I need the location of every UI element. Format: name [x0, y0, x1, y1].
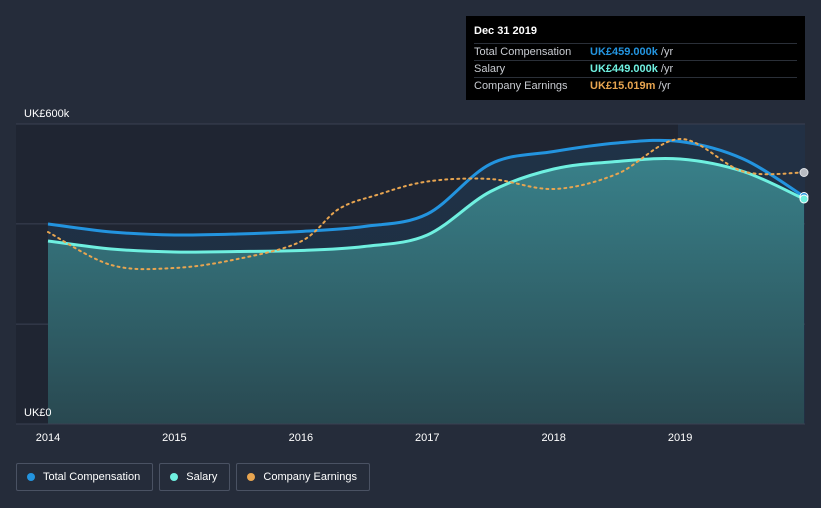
x-tick-labels: 2014 2015 2016 2017 2018 2019 [36, 432, 693, 444]
legend-dot-icon [170, 473, 179, 481]
x-tick-label: 2019 [668, 432, 692, 444]
salary-area [48, 158, 804, 425]
x-tick-label: 2017 [415, 432, 439, 444]
legend-label: Total Compensation [43, 471, 141, 483]
legend-label: Company Earnings [263, 471, 357, 483]
legend-item-company-earnings[interactable]: Company Earnings [236, 463, 370, 491]
series-line-company-earnings [47, 137, 805, 271]
series-end-point-company-earnings [799, 168, 809, 177]
tooltip-row-unit: /yr [660, 63, 674, 75]
x-tick-label: 2018 [541, 432, 565, 444]
tooltip-row-unit: /yr [660, 46, 674, 58]
tooltip-row-label: Company Earnings [474, 80, 568, 92]
series-lines [47, 137, 805, 271]
tooltip-row-value: UK£459.000k [590, 46, 658, 58]
series-end-point-salary [799, 194, 809, 204]
legend: Total Compensation Salary Company Earnin… [16, 463, 370, 491]
tooltip-date: Dec 31 2019 [474, 25, 537, 37]
tooltip-row-label: Total Compensation [474, 46, 572, 58]
legend-dot-icon [247, 473, 256, 481]
series-line-total-compensation [47, 138, 805, 237]
legend-label: Salary [186, 471, 218, 483]
tooltip-row-value: UK£15.019m [590, 80, 656, 92]
series-line-salary [47, 156, 805, 254]
tooltip: Dec 31 2019 Total Compensation UK£459.00… [466, 16, 805, 100]
tooltip-row-unit: /yr [658, 80, 671, 92]
tooltip-row-company-earnings: Company Earnings UK£15.019m /yr [474, 77, 797, 94]
y-axis-top-label: UK£600k [24, 108, 70, 120]
x-tick-label: 2014 [36, 432, 60, 444]
legend-dot-icon [27, 473, 35, 481]
tooltip-row-salary: Salary UK£449.000k /yr [474, 60, 797, 77]
legend-item-salary[interactable]: Salary [159, 463, 231, 491]
x-tick-label: 2016 [289, 432, 313, 444]
tooltip-row-total-compensation: Total Compensation UK£459.000k /yr [474, 43, 797, 60]
legend-item-total-compensation[interactable]: Total Compensation [16, 463, 154, 491]
x-tick-label: 2015 [162, 432, 186, 444]
tooltip-row-value: UK£449.000k [590, 63, 658, 75]
end-markers [799, 168, 809, 204]
y-axis-bottom-label: UK£0 [24, 407, 52, 419]
tooltip-row-label: Salary [474, 63, 506, 75]
